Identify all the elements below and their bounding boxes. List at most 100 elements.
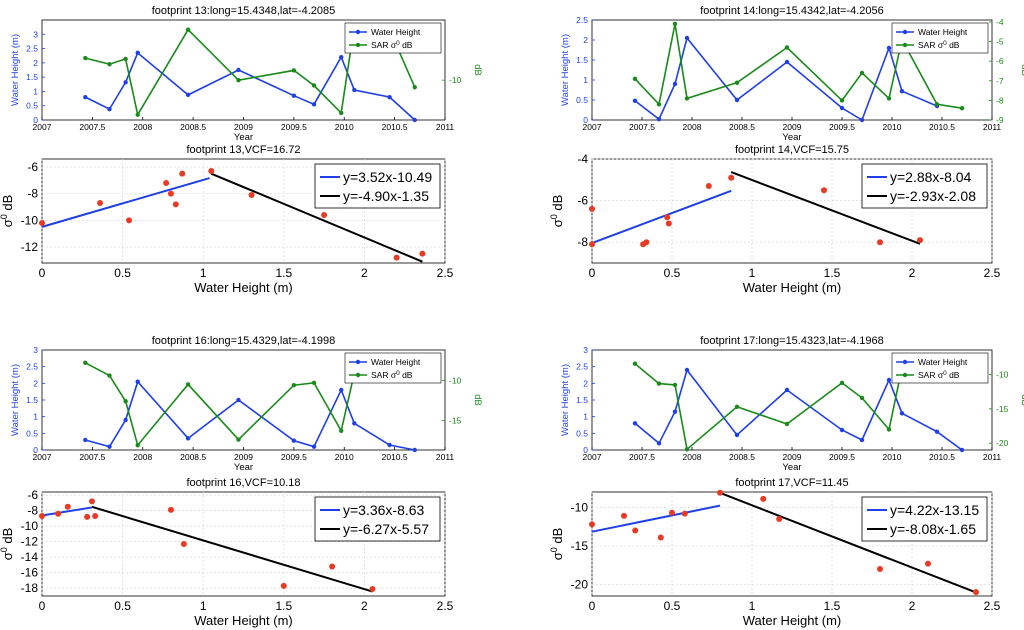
- scatter-point: [88, 498, 95, 505]
- fit-legend-falling-label: y=-2.93x-2.08: [890, 188, 976, 204]
- x-tick-label: 0: [589, 266, 596, 280]
- x-tick-label: 2010: [883, 452, 902, 462]
- water-height-point: [291, 93, 297, 98]
- y2-axis-label: dB: [1019, 394, 1024, 406]
- water-height-point: [236, 397, 241, 403]
- x-tick-label: 2009.5: [281, 452, 307, 462]
- legend: Water Height SAR σ0 dB: [344, 22, 442, 54]
- legend-sar-suffix: dB: [947, 370, 960, 380]
- legend-sar-sup: 0: [396, 370, 400, 377]
- x-tick-label: 2010.5: [929, 452, 955, 462]
- sar-point: [784, 421, 790, 427]
- sar-point: [123, 56, 128, 62]
- scatter-point: [665, 220, 672, 227]
- scatter-panel-3: 0 0.5 1 1.5 2 2.5 -10 -15 -20 footprint 17,VCF=11…: [549, 477, 1001, 628]
- y2-axis-label: dB: [472, 64, 483, 76]
- water-height-point: [934, 429, 940, 434]
- panel-title: footprint 13:long=15.4348,lat=-4.2085: [152, 5, 335, 17]
- legend-sar-marker: [355, 42, 361, 48]
- scatter-point: [776, 515, 783, 522]
- sar-point: [784, 45, 790, 50]
- fit-line-rising: [41, 506, 93, 517]
- fit-legend-falling-label: y=-6.27x-5.57: [343, 521, 429, 537]
- panel-title: footprint 17:long=15.4323,lat=-4.1968: [700, 335, 883, 347]
- x-tick-label: 0: [589, 599, 596, 613]
- sar-point: [656, 102, 662, 107]
- scatter-point: [917, 237, 923, 244]
- y-tick-label: 0: [583, 445, 588, 455]
- water-height-point: [311, 102, 317, 107]
- sar-point: [135, 443, 140, 448]
- x-tick-label: 2007: [33, 452, 52, 462]
- x-tick-label: 2007: [583, 452, 602, 462]
- fit-line-rising: [591, 189, 732, 244]
- sar-point: [135, 112, 140, 117]
- scatter-point: [728, 174, 735, 181]
- panel-title: footprint 13,VCF=16.72: [186, 144, 300, 156]
- scatter-point: [329, 563, 336, 570]
- timeseries-panel-2: footprint 16:long=15.4329,lat=-4.1998200…: [10, 335, 483, 473]
- scatter-point: [163, 180, 170, 186]
- x-tick-label: 2009: [783, 452, 802, 462]
- fit-legend-rising-label: y=3.36x-8.63: [343, 502, 425, 518]
- sar-point: [83, 360, 88, 365]
- water-height-point: [859, 437, 865, 443]
- fit-legend-box: [861, 163, 988, 209]
- water-height-point: [83, 94, 88, 100]
- scatter-point: [877, 566, 883, 573]
- sar-point: [859, 395, 865, 401]
- sar-point: [734, 80, 740, 85]
- y-tick-label: 2: [583, 378, 588, 388]
- y-tick-label: 2.5: [26, 44, 38, 54]
- y-tick-label: -6: [27, 488, 38, 502]
- scatter-point: [589, 205, 595, 212]
- fit-line-falling: [210, 172, 423, 263]
- timeseries-panel-0: footprint 13:long=15.4348,lat=-4.2085200…: [10, 5, 483, 143]
- fit-legend: y=3.52x-10.49 y=-4.90x-1.35: [314, 163, 441, 209]
- legend-box: [344, 352, 442, 384]
- x-axis-label: Water Height (m): [194, 280, 292, 295]
- y-axis-label: Water Height (m): [10, 34, 21, 106]
- legend-wh-marker: [902, 29, 908, 35]
- y-axis-sigma: σ: [0, 219, 15, 227]
- y2-axis-label: dB: [1019, 64, 1024, 76]
- scatter-point: [321, 212, 328, 218]
- sar-point: [339, 428, 344, 433]
- legend: Water Height SAR σ0 dB: [891, 22, 989, 54]
- water-height-point: [656, 441, 662, 446]
- water-height-point: [236, 67, 241, 73]
- x-axis-label: Water Height (m): [194, 613, 292, 628]
- y-tick-label: 0: [583, 115, 588, 125]
- y-tick-label: -18: [21, 581, 39, 595]
- fit-legend-falling-label: y=-8.08x-1.65: [890, 521, 976, 537]
- water-height-point: [412, 117, 417, 123]
- legend-sar-label: SAR σ0 dB: [918, 370, 960, 380]
- fit-legend: y=3.36x-8.63 y=-6.27x-5.57: [314, 496, 441, 542]
- water-height-line: [634, 368, 963, 451]
- legend-sar-sup: 0: [396, 40, 400, 47]
- legend-sar-prefix: SAR σ: [918, 40, 944, 50]
- y-tick-label: -8: [27, 504, 38, 518]
- x-tick-label: 2: [909, 266, 916, 280]
- sar-point: [185, 382, 191, 387]
- water-height-point: [185, 92, 191, 98]
- sar-point: [839, 380, 845, 386]
- legend-sar-label: SAR σ0 dB: [918, 40, 960, 50]
- fit-line-falling: [91, 505, 373, 593]
- scatter-point: [393, 254, 400, 261]
- y-tick-label: 1: [33, 86, 38, 96]
- y-tick-label: 2: [33, 58, 38, 68]
- water-height-line: [85, 380, 415, 451]
- scatter-point: [669, 509, 675, 516]
- sar-point: [959, 106, 965, 111]
- x-tick-label: 2: [361, 266, 368, 280]
- legend-sar-prefix: SAR σ: [371, 370, 397, 380]
- sar-point: [412, 85, 417, 90]
- sar-point: [859, 70, 865, 76]
- water-height-point: [839, 427, 845, 433]
- water-height-point: [899, 89, 905, 94]
- y-tick-label: -16: [21, 566, 39, 580]
- legend-wh-marker: [902, 359, 908, 365]
- scatter-point: [39, 513, 45, 520]
